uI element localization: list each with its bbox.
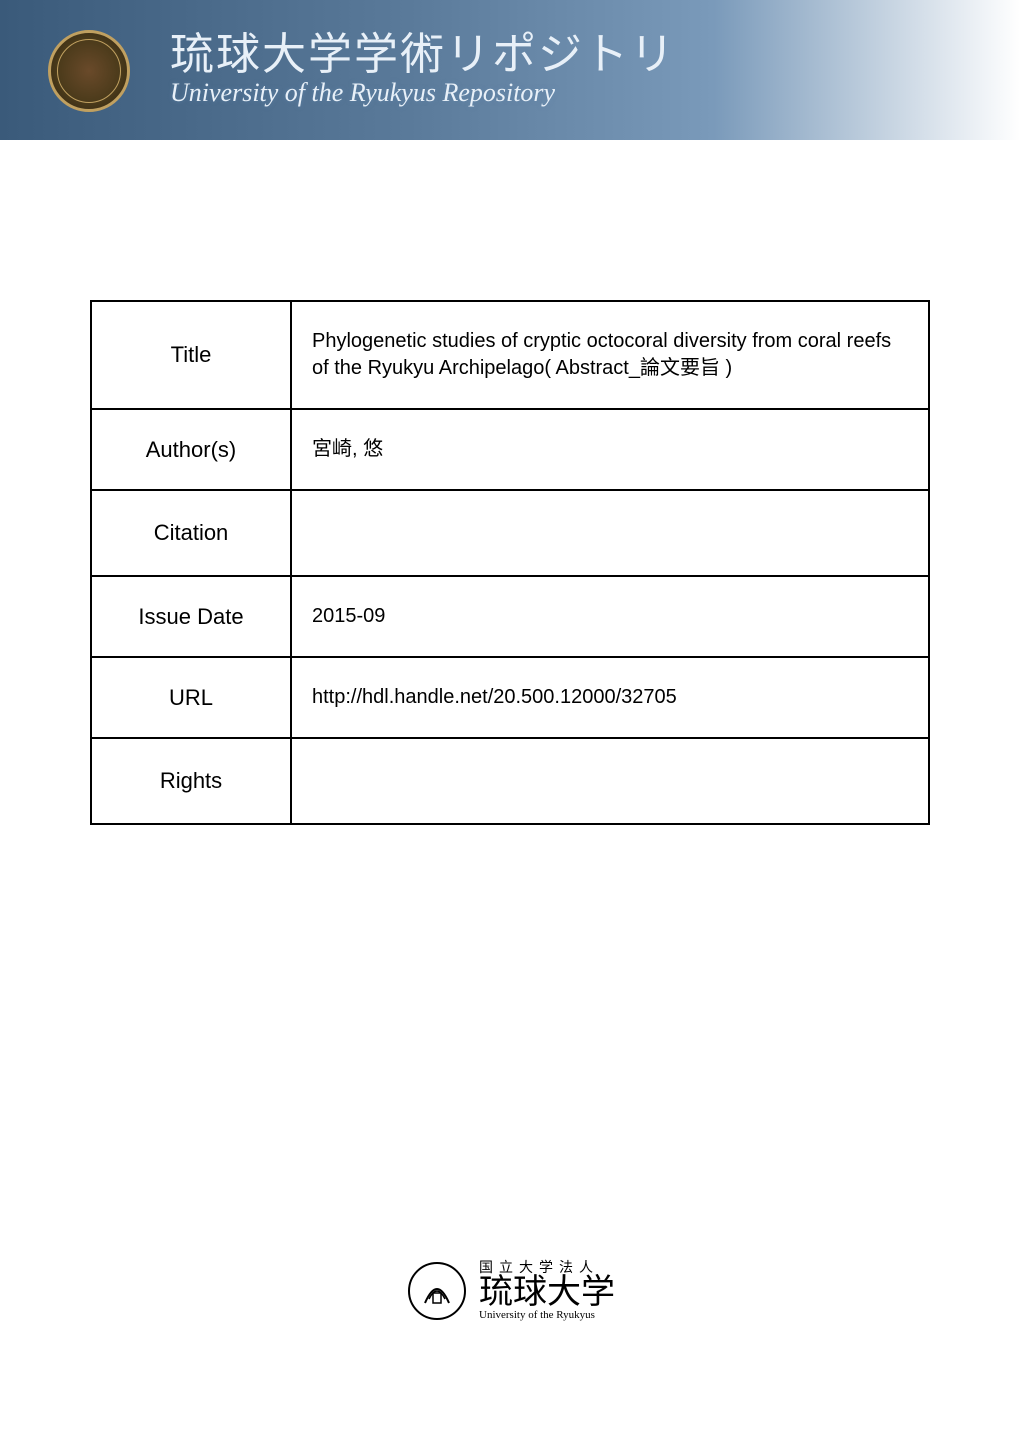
university-seal-icon [48, 30, 130, 112]
table-row: Title Phylogenetic studies of cryptic oc… [91, 301, 929, 409]
footer-text-block: 国立大学法人 琉球大学 University of the Ryukyus [479, 1260, 615, 1322]
field-label: URL [91, 657, 291, 738]
field-value: 宮崎, 悠 [291, 409, 929, 490]
table-row: Rights [91, 738, 929, 824]
field-value: 2015-09 [291, 576, 929, 657]
field-value: Phylogenetic studies of cryptic octocora… [291, 301, 929, 409]
footer-org-type: 国立大学法人 [479, 1260, 615, 1275]
metadata-tbody: Title Phylogenetic studies of cryptic oc… [91, 301, 929, 824]
field-label: Rights [91, 738, 291, 824]
field-label: Title [91, 301, 291, 409]
banner-title-en: University of the Ryukyus Repository [170, 78, 676, 108]
field-value [291, 490, 929, 576]
footer-seal-icon [405, 1259, 469, 1323]
field-label: Citation [91, 490, 291, 576]
footer-university-name: 琉球大学 [479, 1275, 615, 1311]
field-label: Issue Date [91, 576, 291, 657]
metadata-table: Title Phylogenetic studies of cryptic oc… [90, 300, 930, 825]
table-row: Issue Date 2015-09 [91, 576, 929, 657]
footer-logo-block: 国立大学法人 琉球大学 University of the Ryukyus [405, 1259, 615, 1323]
table-row: Citation [91, 490, 929, 576]
footer-university-en: University of the Ryukyus [479, 1310, 615, 1322]
repository-banner: 琉球大学学術リポジトリ University of the Ryukyus Re… [0, 0, 1020, 140]
banner-text-block: 琉球大学学術リポジトリ University of the Ryukyus Re… [170, 18, 676, 108]
table-row: Author(s) 宮崎, 悠 [91, 409, 929, 490]
field-value: http://hdl.handle.net/20.500.12000/32705 [291, 657, 929, 738]
field-value [291, 738, 929, 824]
banner-title-jp: 琉球大学学術リポジトリ [170, 18, 676, 82]
table-row: URL http://hdl.handle.net/20.500.12000/3… [91, 657, 929, 738]
field-label: Author(s) [91, 409, 291, 490]
